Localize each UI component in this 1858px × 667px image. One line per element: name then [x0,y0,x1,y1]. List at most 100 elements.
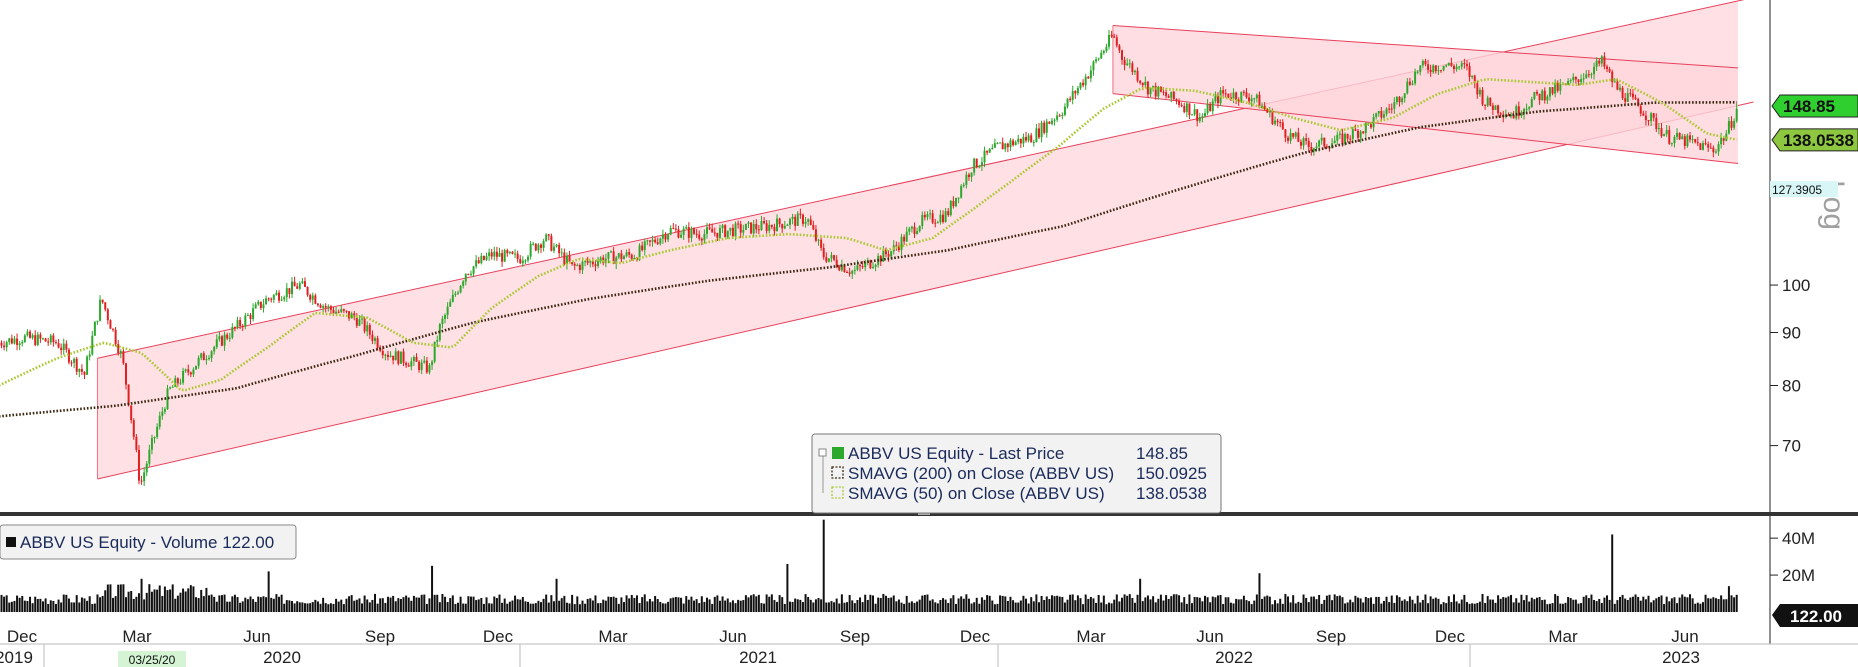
candle-body [1346,133,1349,139]
volume-bar [451,595,454,612]
candle-body [1515,106,1518,119]
candle-body [153,436,156,439]
candle-body [60,347,63,351]
volume-bar [843,602,846,612]
candle-body [1497,105,1500,114]
sma50-line[interactable] [0,77,1737,392]
candle-body [1050,120,1053,124]
candle-body [1022,136,1025,144]
candle-body [708,227,711,229]
volume-bar [1297,601,1300,612]
volume-bar [1312,596,1315,612]
volume-bar [514,595,517,612]
candle-body [1053,119,1056,121]
volume-bar [1414,603,1417,612]
volume-bar [1227,597,1230,612]
volume-bar [729,602,732,612]
volume-bar [1079,598,1082,612]
volume-bar [298,602,301,612]
volume-bar [1162,600,1165,612]
candle-body [1082,82,1085,86]
candle-body [441,318,444,325]
candle-body [1159,86,1162,92]
volume-bar [485,597,488,612]
volume-bar [119,584,122,612]
volume-legend[interactable]: ABBV US Equity - Volume 122.00 [0,524,297,560]
candle-body [1377,111,1380,114]
volume-bar [236,597,239,612]
candle-body [949,200,952,216]
volume-bar [1128,594,1131,612]
candle-body [993,143,996,148]
volume-bar [1595,601,1598,612]
candle-body [594,264,597,267]
volume-bar [117,584,120,612]
legend-collapse-icon[interactable] [818,448,827,457]
candle-body [791,216,794,220]
candle-body [1097,58,1100,60]
volume-bar [80,597,83,612]
candle-body [29,331,32,338]
candle-body [991,147,994,150]
volume-bar [641,597,644,612]
volume-bar [610,597,613,612]
price-tick-label: 100 [1782,276,1810,295]
candle-body [659,238,662,244]
volume-bar [1585,595,1588,612]
channel-downtrend-lower[interactable] [1112,93,1739,165]
candle-body [1066,98,1069,107]
volume-bar [1105,604,1108,612]
candle-body [573,263,576,266]
candle-body [23,335,26,342]
candle-body [1460,63,1463,67]
volume-bar [215,601,218,612]
volume-bar [407,597,410,612]
month-label: Jun [1196,627,1223,646]
candle-body [1040,122,1043,138]
volume-bars [0,519,1738,612]
candle-body [633,258,636,260]
candle-body [1289,133,1292,141]
candle-body [1198,117,1201,122]
channel-downtrend-upper[interactable] [1112,25,1739,69]
volume-bar [114,596,117,612]
candle-body [293,281,296,287]
volume-bar [1574,599,1577,612]
candle-body [980,162,983,166]
candle-body [444,314,447,319]
candle-body [405,362,408,366]
candle-body [1735,108,1738,122]
price-legend[interactable]: ABBV US Equity - Last Price 148.85 SMAVG… [811,433,1222,514]
volume-bar [884,595,887,612]
candle-body [700,238,703,241]
volume-bar [174,598,177,612]
candle-body [1559,83,1562,91]
volume-bar [1302,594,1305,612]
volume-bar [67,598,70,612]
candle-body [1683,136,1686,146]
volume-bar [760,603,763,612]
volume-bar [444,596,447,612]
candle-body [1172,91,1175,100]
volume-bar [864,594,867,612]
candle-body [117,344,120,354]
candle-body [589,261,592,263]
candle-body [942,214,945,222]
volume-bar [1455,601,1458,612]
volume-bar [1299,602,1302,612]
volume-bar [859,597,862,612]
volume-bar [358,598,361,612]
volume-bar [527,601,530,612]
volume-bar [542,598,545,612]
candle-body [814,229,817,241]
volume-bar [563,595,566,612]
sma200-line[interactable] [0,101,1737,418]
channel-uptrend-lower[interactable] [97,101,1754,480]
candle-body [1499,113,1502,115]
volume-bar [825,602,828,612]
pane-divider-handle[interactable] [918,513,930,515]
candle-body [1694,139,1697,143]
volume-bar [1193,596,1196,612]
candle-body [882,249,885,262]
volume-bar [1185,603,1188,612]
